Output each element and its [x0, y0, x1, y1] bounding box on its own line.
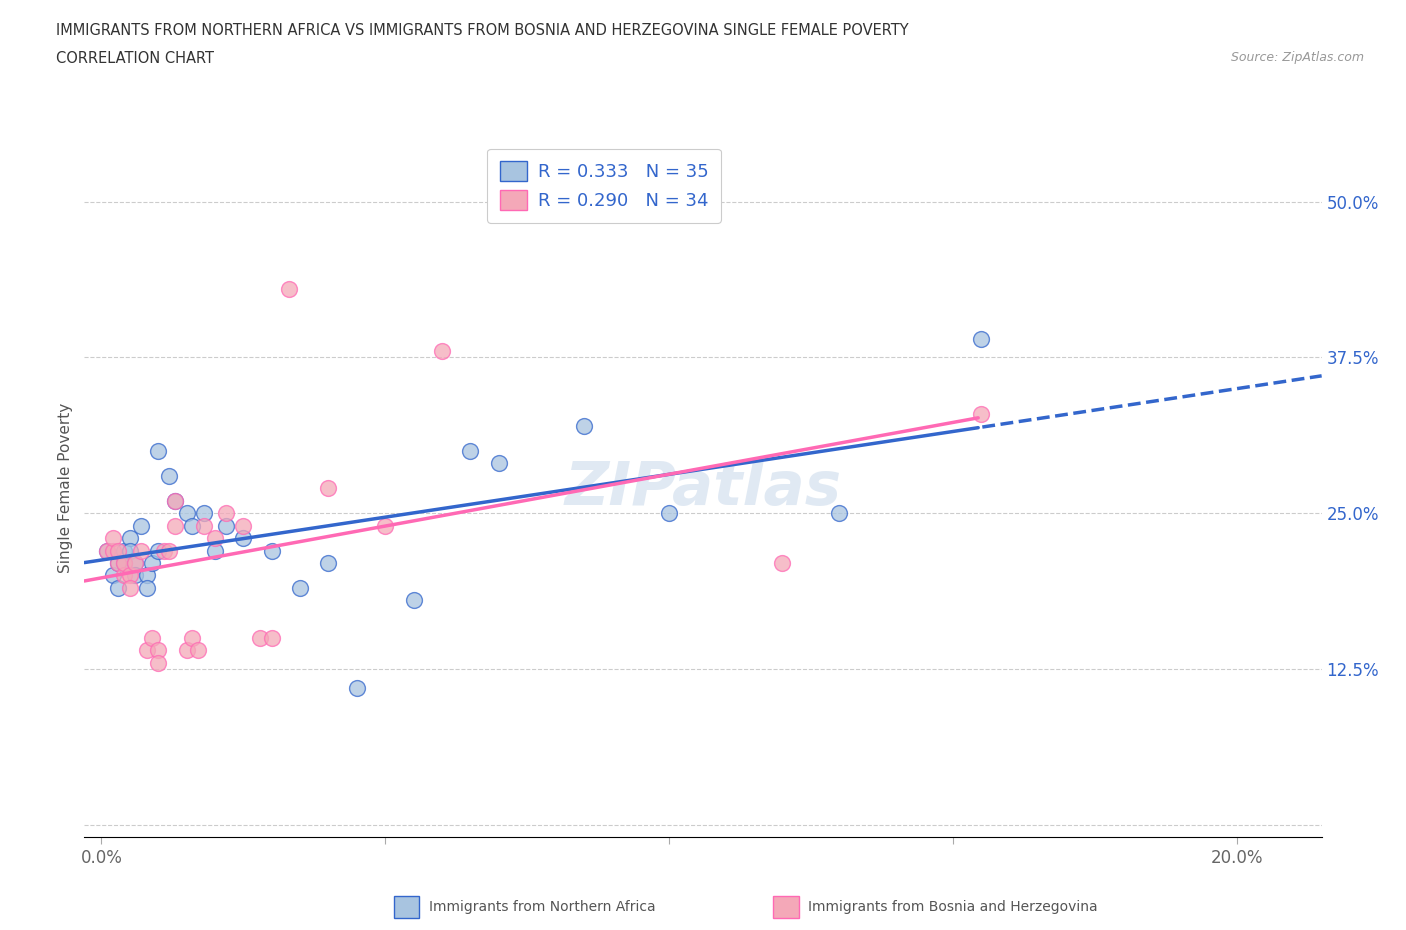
Point	[488, 456, 510, 471]
Point	[288, 580, 311, 595]
Point	[318, 555, 340, 570]
Point	[204, 531, 226, 546]
Point	[165, 493, 187, 508]
Text: Source: ZipAtlas.com: Source: ZipAtlas.com	[1230, 51, 1364, 64]
Point	[215, 518, 238, 533]
Point	[146, 643, 169, 658]
Point	[260, 543, 283, 558]
Point	[215, 506, 238, 521]
Point	[146, 655, 169, 670]
Point	[458, 444, 481, 458]
Point	[828, 506, 851, 521]
Text: ZIPatlas: ZIPatlas	[564, 458, 842, 518]
Point	[129, 518, 152, 533]
Point	[135, 580, 157, 595]
Legend: R = 0.333   N = 35, R = 0.290   N = 34: R = 0.333 N = 35, R = 0.290 N = 34	[486, 149, 721, 222]
Point	[141, 555, 163, 570]
Point	[181, 631, 204, 645]
Point	[112, 555, 135, 570]
Point	[159, 469, 181, 484]
Point	[187, 643, 209, 658]
Point	[112, 555, 135, 570]
Point	[402, 593, 425, 608]
Point	[112, 568, 135, 583]
Point	[430, 344, 453, 359]
Point	[277, 282, 299, 297]
Point	[772, 555, 794, 570]
Point	[176, 643, 198, 658]
Point	[107, 555, 129, 570]
Point	[318, 481, 340, 496]
Point	[96, 543, 118, 558]
Point	[135, 568, 157, 583]
Point	[124, 555, 146, 570]
Point	[232, 531, 254, 546]
Point	[124, 555, 146, 570]
Point	[112, 543, 135, 558]
Point	[658, 506, 681, 521]
Point	[141, 631, 163, 645]
Point	[124, 568, 146, 583]
Point	[159, 543, 181, 558]
Point	[193, 518, 215, 533]
Point	[107, 580, 129, 595]
Text: CORRELATION CHART: CORRELATION CHART	[56, 51, 214, 66]
Text: Immigrants from Bosnia and Herzegovina: Immigrants from Bosnia and Herzegovina	[808, 899, 1098, 914]
Point	[204, 543, 226, 558]
Point	[118, 568, 141, 583]
Point	[970, 406, 993, 421]
Point	[176, 506, 198, 521]
Point	[107, 555, 129, 570]
Point	[118, 543, 141, 558]
Text: IMMIGRANTS FROM NORTHERN AFRICA VS IMMIGRANTS FROM BOSNIA AND HERZEGOVINA SINGLE: IMMIGRANTS FROM NORTHERN AFRICA VS IMMIG…	[56, 23, 908, 38]
Point	[118, 531, 141, 546]
Point	[101, 568, 124, 583]
Point	[181, 518, 204, 533]
Point	[346, 680, 368, 695]
Point	[146, 543, 169, 558]
Point	[101, 543, 124, 558]
Point	[165, 518, 187, 533]
Point	[232, 518, 254, 533]
Point	[129, 543, 152, 558]
Point	[249, 631, 271, 645]
Point	[96, 543, 118, 558]
Point	[970, 331, 993, 346]
Point	[374, 518, 396, 533]
Text: Immigrants from Northern Africa: Immigrants from Northern Africa	[429, 899, 655, 914]
Point	[153, 543, 176, 558]
Point	[260, 631, 283, 645]
Y-axis label: Single Female Poverty: Single Female Poverty	[58, 403, 73, 574]
Point	[572, 418, 595, 433]
Point	[101, 531, 124, 546]
Point	[165, 493, 187, 508]
Point	[146, 444, 169, 458]
Point	[135, 643, 157, 658]
Point	[118, 580, 141, 595]
Point	[193, 506, 215, 521]
Point	[107, 543, 129, 558]
